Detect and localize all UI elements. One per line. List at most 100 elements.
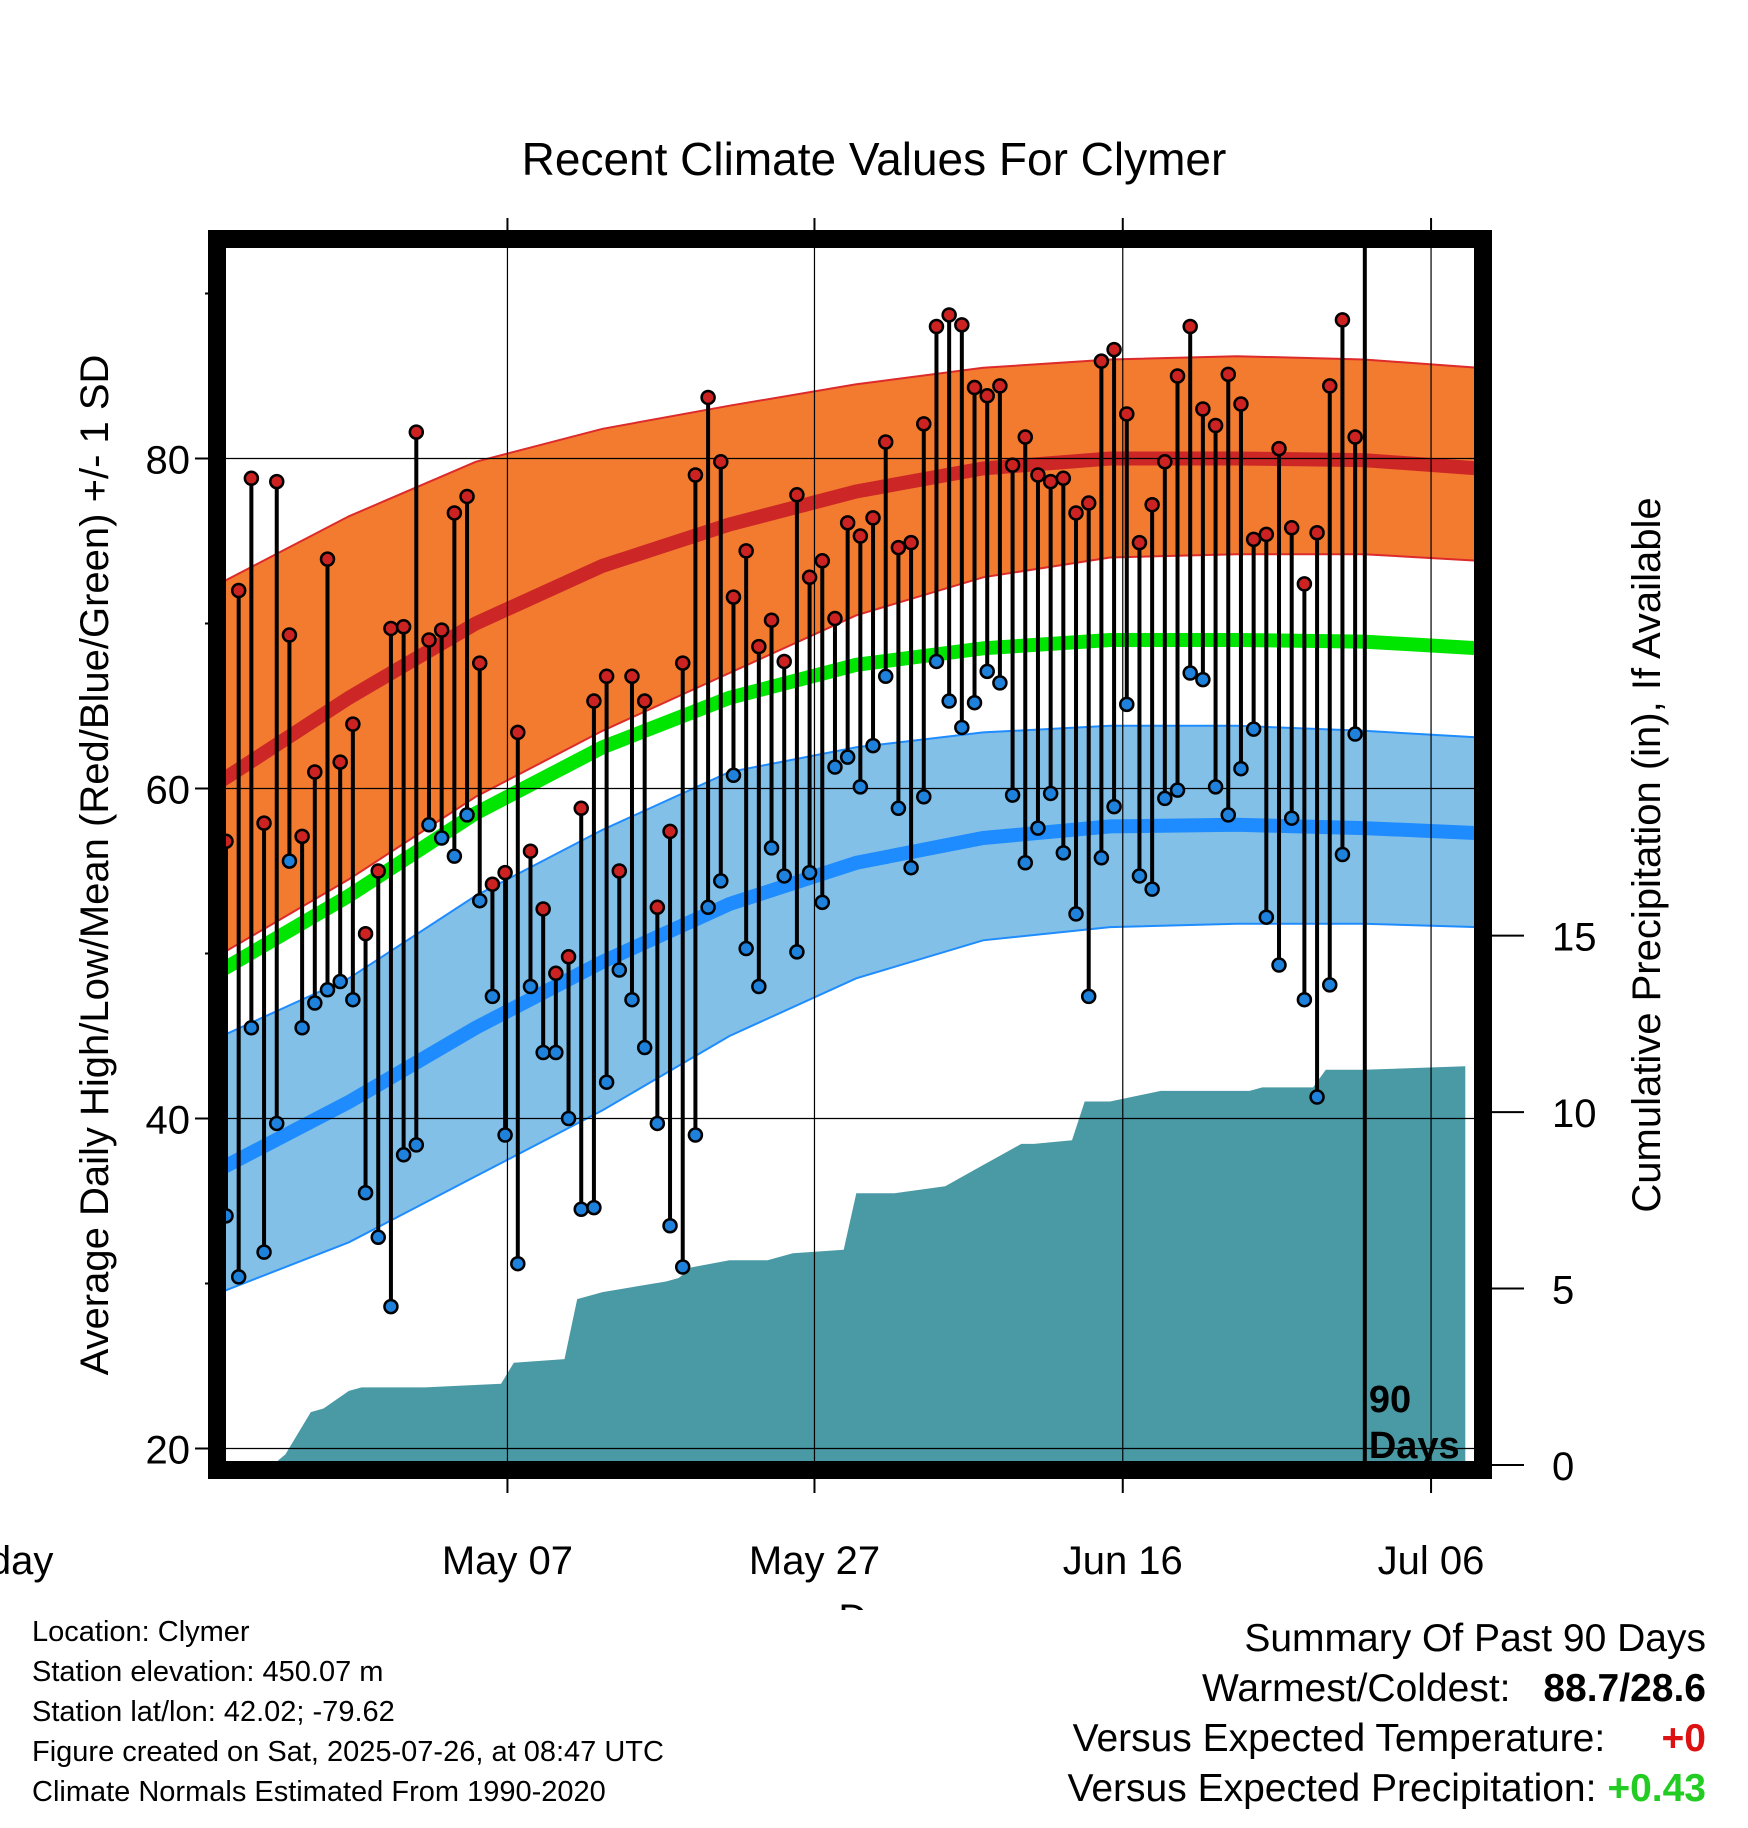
- low-temp-point: [928, 653, 945, 670]
- high-temp-point: [548, 965, 564, 982]
- high-temp-point: [649, 899, 666, 916]
- high-temp-point: [408, 424, 425, 440]
- low-temp-point: [713, 873, 729, 889]
- low-temp-point: [827, 759, 843, 775]
- low-temp-point: [1169, 782, 1186, 798]
- low-temp-point: [548, 1044, 564, 1061]
- high-temp-point: [674, 655, 691, 671]
- created-text: Figure created on Sat, 2025-07-26, at 08…: [32, 1736, 664, 1768]
- high-temp-point: [256, 815, 272, 831]
- high-temp-point: [1233, 396, 1249, 412]
- low-temp-point: [687, 1127, 704, 1143]
- high-temp-point: [814, 553, 831, 569]
- high-temp-point: [1182, 318, 1198, 335]
- high-temp-point: [1068, 505, 1084, 521]
- low-temp-point: [370, 1229, 386, 1246]
- high-temp-point: [535, 901, 551, 917]
- high-temp-point: [1195, 401, 1211, 417]
- high-temp-point: [433, 622, 450, 638]
- low-temp-point: [1068, 906, 1084, 922]
- low-temp-point: [1030, 820, 1046, 836]
- high-temp-point: [916, 416, 932, 432]
- high-temp-point: [307, 764, 323, 780]
- low-temp-point: [421, 817, 437, 833]
- low-temp-point: [1245, 721, 1262, 737]
- high-temp-point: [877, 434, 894, 450]
- low-temp-point: [1347, 726, 1363, 742]
- low-temp-point: [243, 1020, 260, 1036]
- low-temp-point: [1093, 850, 1110, 866]
- low-temp-point: [230, 1269, 247, 1285]
- high-temp-point: [421, 632, 437, 648]
- low-temp-point: [357, 1185, 374, 1201]
- low-temp-point: [319, 982, 336, 998]
- low-temp-point: [992, 675, 1008, 691]
- high-temp-point: [776, 653, 792, 670]
- high-temp-point: [484, 876, 501, 892]
- low-temp-point: [510, 1255, 526, 1272]
- low-temp-point: [345, 991, 361, 1008]
- high-temp-point: [1131, 534, 1148, 551]
- high-temp-point: [1334, 312, 1351, 328]
- y-tick-label: 20: [146, 1429, 191, 1473]
- high-temp-point: [801, 569, 818, 586]
- high-temp-point: [865, 510, 881, 526]
- low-temp-point: [560, 1110, 577, 1127]
- low-temp-point: [522, 978, 539, 995]
- high-temp-point: [827, 610, 843, 627]
- high-temp-point: [1119, 406, 1135, 422]
- low-temp-point: [598, 1074, 615, 1090]
- high-temp-point: [789, 487, 805, 503]
- low-temp-point: [281, 853, 298, 869]
- high-temp-point: [662, 823, 678, 840]
- low-temp-point: [611, 962, 628, 978]
- high-temp-point: [1271, 440, 1287, 457]
- low-temp-point: [433, 830, 450, 846]
- high-temp-point: [598, 668, 615, 685]
- temp-row: Versus Expected Temperature: +0: [1068, 1714, 1706, 1764]
- high-temp-point: [1080, 495, 1097, 511]
- high-temp-point: [281, 627, 298, 643]
- low-temp-point: [1055, 845, 1072, 861]
- low-temp-point: [1322, 977, 1338, 993]
- high-temp-point: [751, 638, 767, 655]
- high-temp-point: [586, 693, 602, 709]
- low-temp-point: [535, 1044, 551, 1061]
- high-temp-point: [370, 863, 386, 879]
- high-temp-point: [1093, 353, 1110, 369]
- y-axis-label: Average Daily High/Low/Mean (Red/Blue/Gr…: [73, 355, 117, 1376]
- low-temp-point: [1106, 798, 1122, 815]
- high-temp-point: [1106, 341, 1122, 358]
- high-temp-point: [941, 307, 957, 323]
- today-marker-label-number: 90: [1369, 1379, 1411, 1421]
- high-temp-point: [294, 828, 310, 845]
- low-temp-point: [1042, 785, 1059, 802]
- high-temp-point: [954, 317, 970, 333]
- x-tick-label: Jul 06: [1378, 1539, 1485, 1583]
- low-temp-point: [395, 1147, 412, 1163]
- low-temp-point: [1017, 855, 1034, 871]
- high-temp-point: [687, 467, 704, 483]
- x-axis-label: Day: [838, 1597, 909, 1610]
- low-temp-point: [700, 899, 716, 916]
- high-temp-point: [725, 589, 742, 605]
- high-temp-point: [1309, 525, 1325, 541]
- low-temp-point: [1207, 779, 1224, 795]
- high-temp-point: [395, 619, 412, 635]
- low-temp-point: [1119, 696, 1135, 713]
- low-temp-point: [877, 668, 894, 685]
- low-temp-point: [256, 1244, 272, 1260]
- summary-title: Summary Of Past 90 Days: [1244, 1617, 1706, 1660]
- temp-value: +0: [1661, 1717, 1706, 1760]
- high-temp-point: [268, 473, 285, 490]
- high-temp-point: [1030, 467, 1046, 483]
- high-temp-point: [763, 612, 780, 628]
- low-temp-point: [573, 1201, 589, 1217]
- high-temp-point: [383, 620, 399, 637]
- x-tick-label: May 27: [749, 1539, 880, 1583]
- high-temp-point: [928, 318, 945, 335]
- elevation-text: Station elevation: 450.07 m: [32, 1656, 384, 1688]
- high-temp-point: [966, 379, 983, 396]
